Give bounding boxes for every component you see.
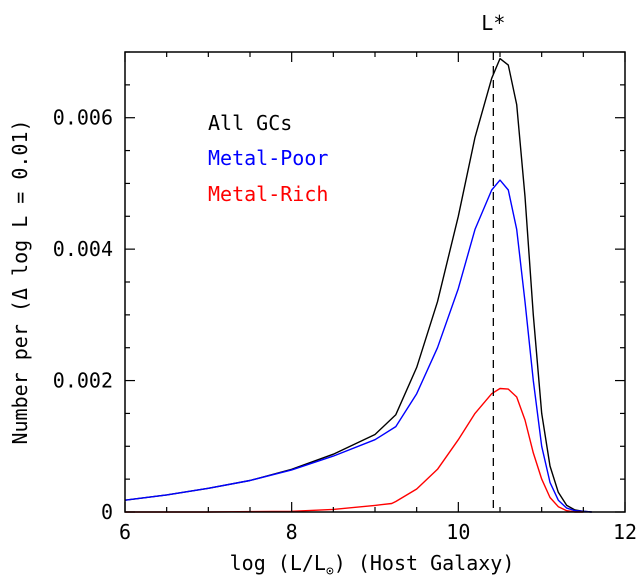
x-tick-label: 10 bbox=[446, 520, 470, 544]
legend-label-all-gcs: All GCs bbox=[208, 111, 292, 135]
y-tick-label: 0 bbox=[101, 500, 113, 524]
series-line-metal-rich bbox=[125, 387, 584, 513]
tick-labels: 6 8 10 12 0 0.002 0.004 0.006 bbox=[53, 106, 637, 544]
x-axis-label: log (L/L⊙) (Host Galaxy) bbox=[230, 551, 515, 579]
y-tick-label: 0.004 bbox=[53, 237, 113, 261]
ticks-layer bbox=[124, 51, 626, 513]
x-axis-label-prefix: log (L/L bbox=[230, 551, 326, 575]
series-line-all-gcs bbox=[124, 57, 592, 513]
x-tick-label: 6 bbox=[119, 520, 131, 544]
legend: All GCs Metal-Poor Metal-Rich bbox=[208, 111, 328, 206]
series-line-metal-poor bbox=[124, 179, 592, 513]
x-tick-label: 12 bbox=[613, 520, 637, 544]
plot-layer bbox=[124, 52, 592, 513]
plot-frame bbox=[124, 51, 626, 513]
lstar-annotation-label: L* bbox=[481, 11, 505, 35]
y-tick-label: 0.002 bbox=[53, 369, 113, 393]
y-tick-label: 0.006 bbox=[53, 106, 113, 130]
legend-label-metal-poor: Metal-Poor bbox=[208, 146, 328, 170]
legend-label-metal-rich: Metal-Rich bbox=[208, 182, 328, 206]
y-axis-label: Number per (Δ log L = 0.01) bbox=[8, 119, 32, 444]
x-axis-label-suffix: ) (Host Galaxy) bbox=[334, 551, 515, 575]
x-tick-label: 8 bbox=[286, 520, 298, 544]
x-axis-label-sub: ⊙ bbox=[326, 564, 334, 579]
